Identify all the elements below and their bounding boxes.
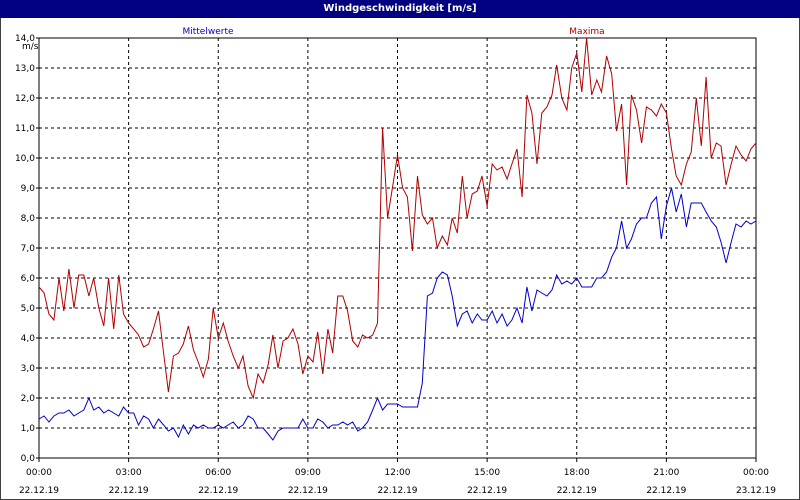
y-axis-ticks: 0,0 1,0 2,0 3,0 4,0 5,0 6,0 7,0 8,0 9,0 10,0 11,0 12… [15, 34, 39, 464]
series-line-maxima [38, 37, 757, 400]
y-tick-label: 11,0 [15, 124, 35, 134]
x-tick-time: 15:00 [474, 468, 500, 478]
y-tick-label: 14,0 [15, 34, 35, 44]
y-tick-label: 5,0 [21, 304, 36, 314]
y-tick-label: 1,0 [21, 424, 36, 434]
y-tick-label: 13,0 [15, 64, 35, 74]
y-tick-label: 7,0 [21, 244, 36, 254]
grid-layer [39, 38, 756, 458]
legend-maxima: Maxima [569, 27, 604, 37]
y-tick-label: 2,0 [21, 394, 36, 404]
x-tick-date: 22.12.19 [198, 486, 238, 496]
x-tick-time: 18:00 [564, 468, 590, 478]
x-tick-time: 09:00 [295, 468, 321, 478]
x-tick-time: 06:00 [205, 468, 231, 478]
y-tick-label: 10,0 [15, 154, 35, 164]
y-axis-unit: m/s [22, 42, 39, 52]
x-tick-date: 22.12.19 [377, 486, 417, 496]
y-tick-label: 8,0 [21, 214, 36, 224]
legend-mittelwerte: Mittelwerte [182, 27, 233, 37]
x-tick-time: 00:00 [26, 468, 52, 478]
x-tick-date: 23.12.19 [736, 486, 776, 496]
y-tick-label: 6,0 [21, 274, 36, 284]
x-tick-date: 22.12.19 [557, 486, 597, 496]
x-tick-time: 00:00 [743, 468, 769, 478]
chart-title: Windgeschwindigkeit [m/s] [0, 0, 800, 18]
x-axis-ticks: 00:00 22.12.19 03:00 22.12.19 06:00 22.12.19 0… [19, 458, 776, 496]
series-layer [38, 37, 757, 441]
y-tick-label: 3,0 [21, 364, 36, 374]
x-tick-date: 22.12.19 [288, 486, 328, 496]
x-tick-time: 21:00 [653, 468, 679, 478]
x-tick-time: 03:00 [116, 468, 142, 478]
y-tick-label: 4,0 [21, 334, 36, 344]
series-line-mittelwerte [38, 187, 757, 441]
x-tick-date: 22.12.19 [467, 486, 507, 496]
y-tick-label: 9,0 [21, 184, 36, 194]
x-tick-date: 22.12.19 [109, 486, 149, 496]
x-tick-time: 12:00 [385, 468, 411, 478]
x-tick-date: 22.12.19 [646, 486, 686, 496]
y-tick-label: 0,0 [21, 454, 36, 464]
x-tick-date: 22.12.19 [19, 486, 59, 496]
y-tick-label: 12,0 [15, 94, 35, 104]
